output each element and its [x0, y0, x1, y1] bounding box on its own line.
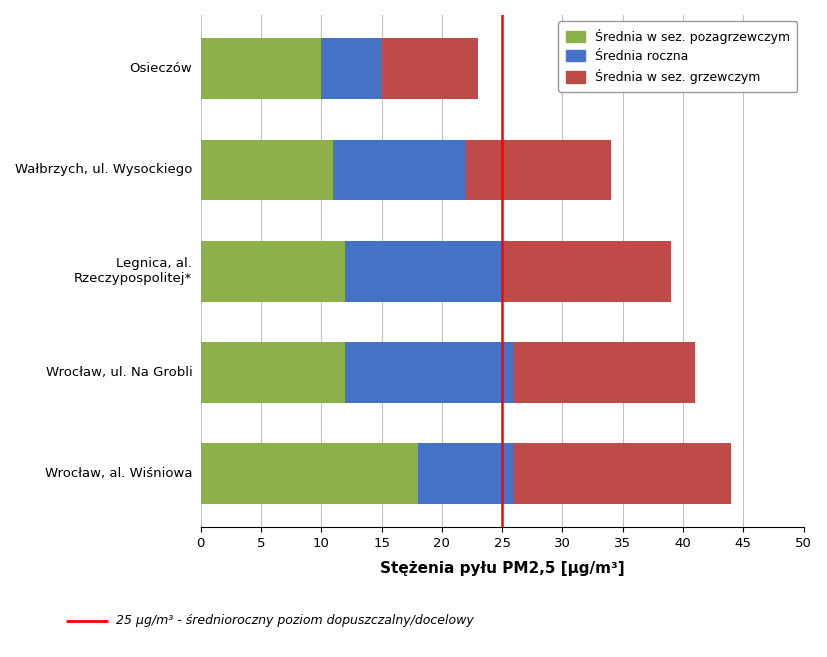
- Bar: [514, 342, 695, 403]
- Bar: [466, 139, 610, 200]
- X-axis label: Stężenia pyłu PM2,5 [μg/m³]: Stężenia pyłu PM2,5 [μg/m³]: [380, 561, 624, 576]
- Bar: [201, 443, 418, 504]
- Bar: [418, 443, 514, 504]
- Text: 25 μg/m³ - średnioroczny poziom dopuszczalny/docelowy: 25 μg/m³ - średnioroczny poziom dopuszcz…: [116, 614, 474, 627]
- Bar: [346, 342, 514, 403]
- Bar: [201, 139, 333, 200]
- Bar: [514, 443, 731, 504]
- Bar: [381, 38, 478, 99]
- Bar: [201, 342, 346, 403]
- Bar: [346, 241, 502, 302]
- Bar: [502, 241, 671, 302]
- Bar: [321, 38, 381, 99]
- Bar: [201, 38, 321, 99]
- Bar: [201, 241, 346, 302]
- Bar: [333, 139, 466, 200]
- Legend: Średnia w sez. pozagrzewczym, Średnia roczna, Średnia w sez. grzewczym: Średnia w sez. pozagrzewczym, Średnia ro…: [558, 21, 797, 92]
